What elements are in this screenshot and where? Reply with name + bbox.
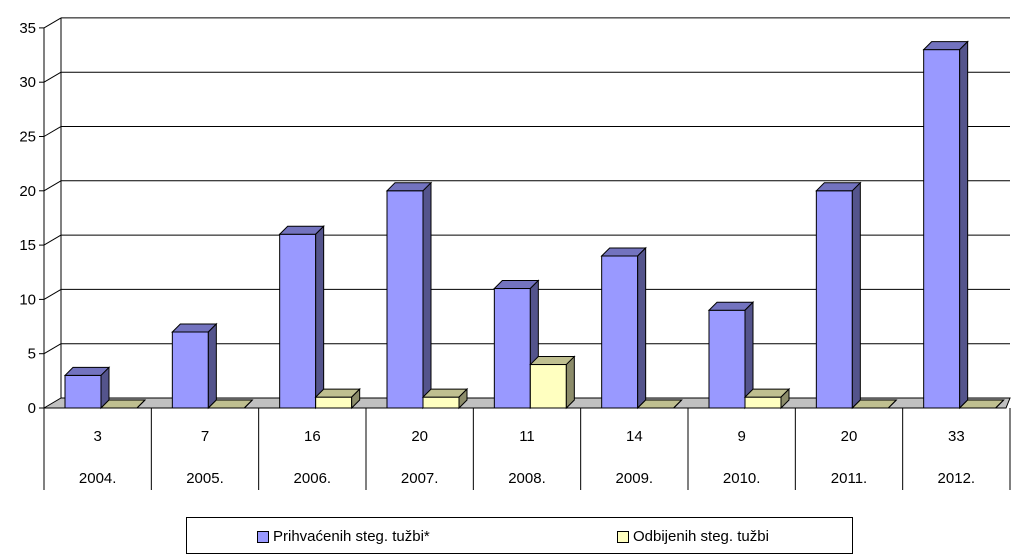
gridline-side (43, 343, 62, 355)
bar-side (673, 399, 683, 409)
bar (64, 374, 102, 409)
table-value-label: 9 (737, 428, 745, 445)
bar-side (136, 399, 146, 409)
gridline-side (43, 17, 62, 29)
bar (422, 396, 460, 409)
bar-side (637, 246, 647, 410)
gridline-side (43, 234, 62, 246)
x-category-label: 2006. (294, 470, 332, 487)
table-value-label: 11 (519, 428, 535, 445)
table-value-label: 20 (841, 428, 858, 445)
table-value-label: 14 (626, 428, 643, 445)
x-category-label: 2012. (938, 470, 976, 487)
x-category-label: 2009. (616, 470, 654, 487)
bar (279, 233, 317, 409)
bar (923, 49, 961, 409)
table-value-label: 20 (411, 428, 428, 445)
y-tick-label: 20 (19, 183, 36, 200)
gridline-side (43, 180, 62, 192)
x-category-label: 2008. (508, 470, 546, 487)
y-tick-label: 30 (19, 74, 36, 91)
bar-side (851, 181, 861, 410)
bar (315, 396, 353, 409)
gridline-side (43, 71, 62, 83)
y-tick-label: 10 (19, 291, 36, 308)
x-category-label: 2005. (186, 470, 224, 487)
legend: Prihvaćenih steg. tužbi* Odbijenih steg.… (186, 517, 853, 554)
table-value-label: 7 (201, 428, 209, 445)
y-tick-label: 0 (28, 400, 36, 417)
bar-side (959, 40, 969, 410)
table-value-label: 16 (304, 428, 321, 445)
bar-side (780, 387, 790, 410)
legend-item-accepted: Prihvaćenih steg. tužbi* (257, 528, 430, 545)
legend-label-accepted: Prihvaćenih steg. tužbi* (273, 528, 430, 545)
gridline-side (43, 126, 62, 137)
bar-side (243, 399, 253, 409)
x-category-label: 2010. (723, 470, 761, 487)
chart-svg: 0 5 10 15 20 25 30 35 3 2004. 7 2005. 16 2006. 20 2007.… (19, 17, 1011, 490)
bar-side (351, 387, 361, 410)
bar-side (565, 355, 575, 410)
bar (529, 364, 567, 409)
y-tick-label: 35 (19, 20, 36, 37)
bar (708, 309, 746, 409)
legend-label-rejected: Odbijenih steg. tužbi (633, 528, 769, 545)
bar-side (995, 399, 1005, 409)
table-value-label: 3 (93, 428, 101, 445)
bar-side (422, 181, 432, 410)
bar (171, 331, 209, 409)
y-tick-label: 25 (19, 129, 36, 146)
gridline-side (43, 288, 62, 300)
bar-side (315, 225, 325, 410)
legend-swatch-accepted (257, 530, 269, 543)
bar (386, 190, 424, 409)
table-value-label: 33 (948, 428, 965, 445)
x-category-label: 2004. (79, 470, 117, 487)
bar (493, 288, 531, 409)
bar (601, 255, 639, 409)
x-category-label: 2011. (831, 470, 867, 487)
x-category-label: 2007. (401, 470, 439, 487)
y-tick-label: 15 (19, 237, 36, 254)
bar (815, 190, 853, 409)
legend-item-rejected: Odbijenih steg. tužbi (617, 528, 769, 545)
bar-side (458, 387, 468, 410)
bar-side (887, 399, 897, 409)
bar (744, 396, 782, 409)
legend-swatch-rejected (617, 530, 629, 543)
y-tick-label: 5 (28, 346, 36, 363)
bar-side (207, 322, 217, 410)
